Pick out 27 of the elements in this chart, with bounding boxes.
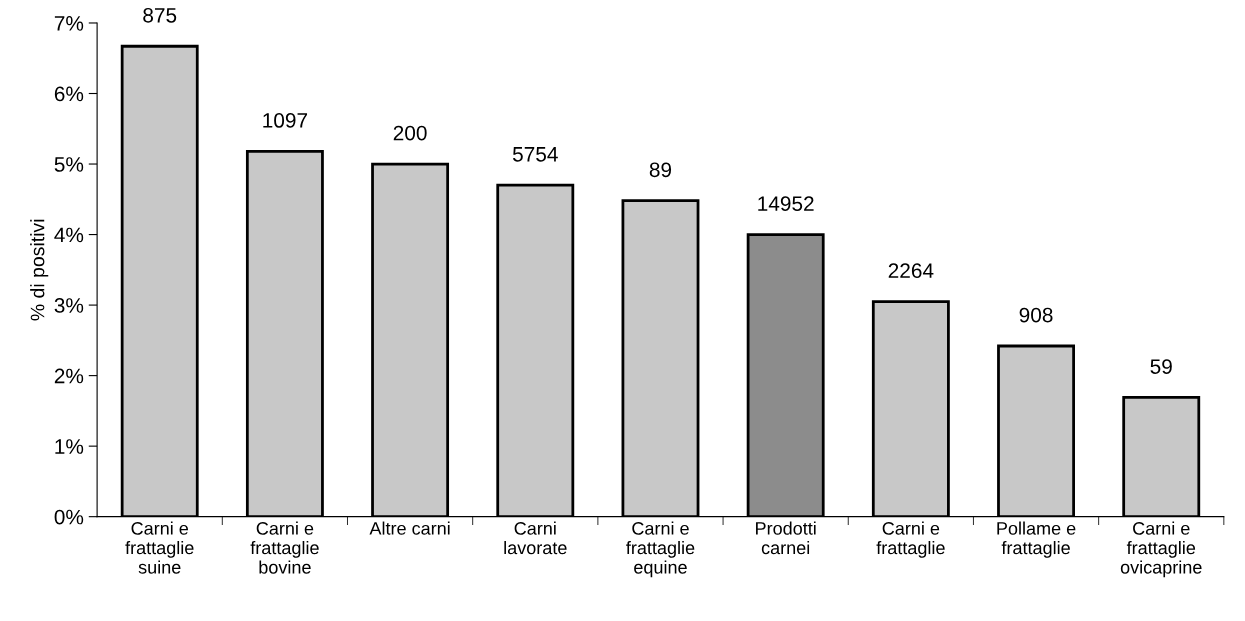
y-tick-label: 5%	[54, 157, 84, 172]
y-tick-label: 0%	[54, 509, 84, 525]
annotation: 200	[393, 125, 427, 141]
annotation: 1097	[263, 113, 308, 128]
x-tick-label: Carni e frattaglie	[876, 521, 945, 558]
y-tick-label: 1%	[55, 439, 84, 454]
annotation: 908	[1019, 307, 1053, 323]
annotation: 5754	[512, 147, 558, 162]
x-tick-label: Carni e frattaglie equine	[626, 521, 695, 578]
x-tick-label: Prodotti carnei	[756, 521, 816, 555]
x-tick-label: Carni e frattaglie suine	[125, 521, 194, 574]
x-tick-label: Carni e frattaglie ovicaprine	[1120, 521, 1202, 578]
x-tick-label: Altre carni	[369, 521, 450, 535]
y-tick-label: 6%	[54, 86, 84, 102]
y-tick-label: 3%	[54, 298, 84, 313]
y-tick-label: 7%	[54, 16, 84, 31]
annotation: 14952	[758, 196, 814, 211]
annotation: 2264	[888, 263, 934, 278]
x-tick-label: Pollame e frattaglie	[997, 521, 1076, 558]
x-tick-label: Carni lavorate	[504, 521, 567, 555]
annotation: 59	[1150, 359, 1172, 374]
x-tick-label: Carni e frattaglie bovine	[250, 521, 319, 574]
y-tick-label: 4%	[54, 227, 84, 243]
y-tick-label: 2%	[54, 368, 84, 384]
annotation: 875	[143, 7, 177, 23]
y-axis-title: % di positivi	[30, 219, 49, 321]
annotation: 89	[649, 162, 672, 178]
